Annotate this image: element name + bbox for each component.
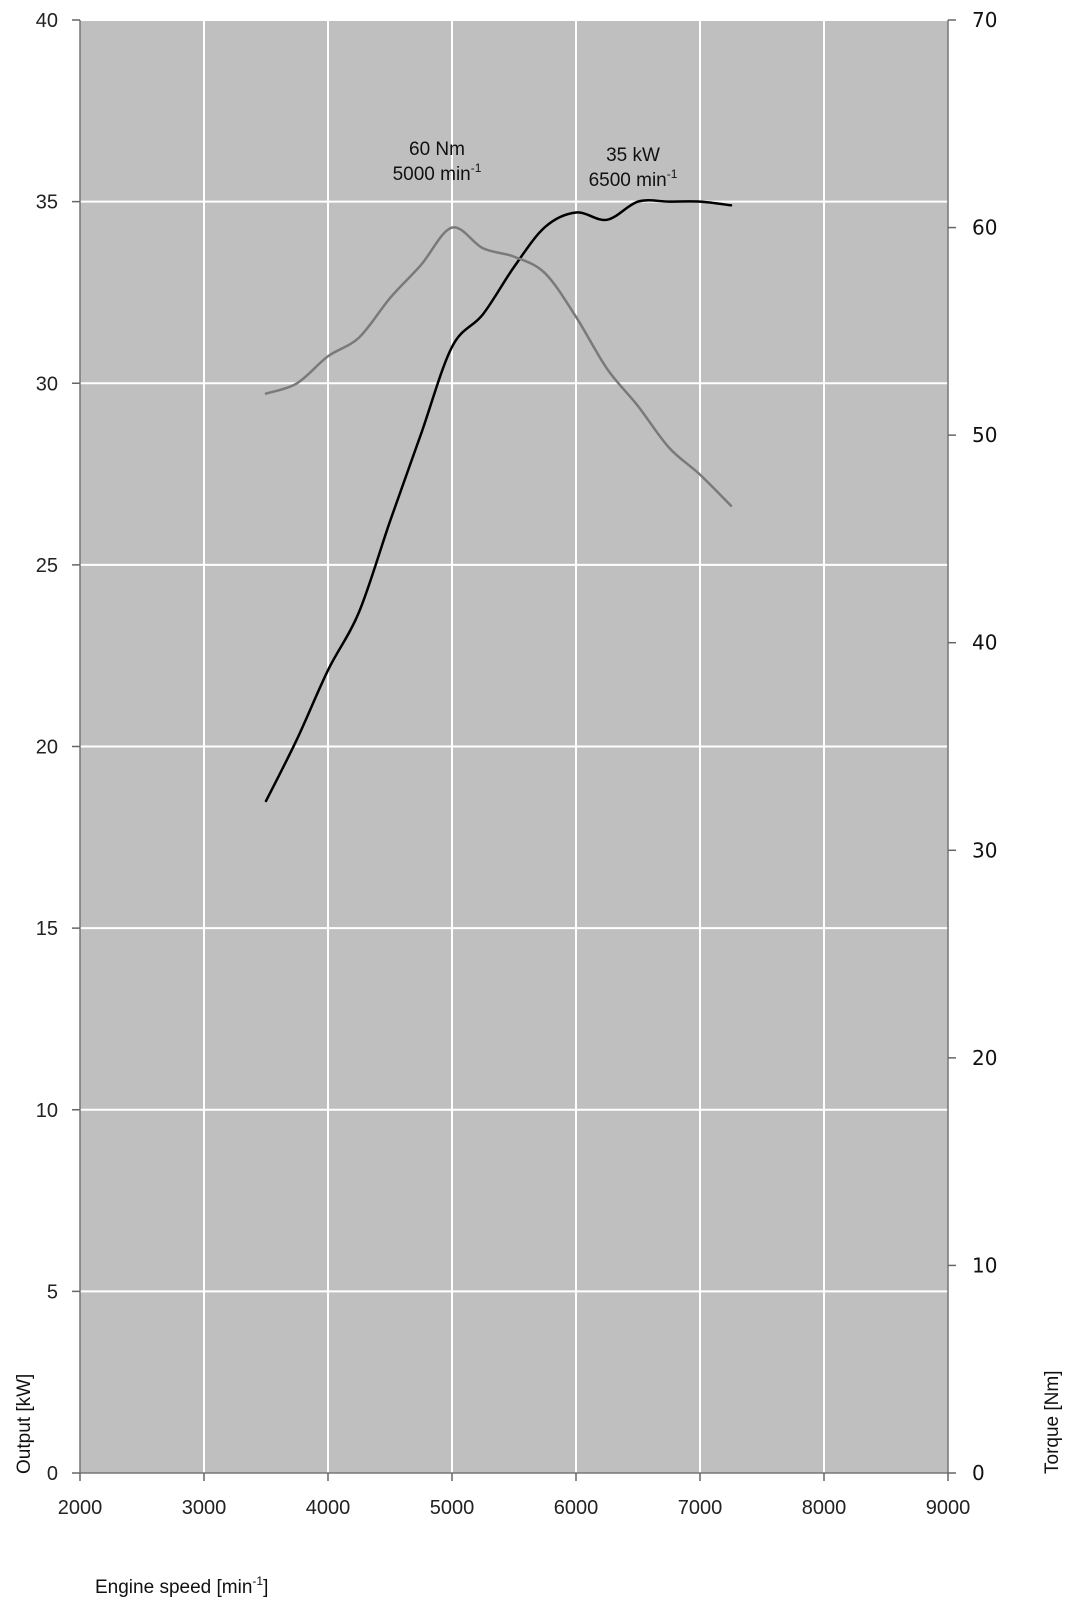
annotation-power-line2: 6500 min-1 (589, 167, 678, 191)
x-axis-label-close: ] (263, 1577, 268, 1598)
y-tick-label-right: 0 (972, 1461, 985, 1485)
annotation-torque-rpm: 5000 min (393, 164, 471, 185)
annotation-power-sup: -1 (667, 167, 678, 181)
annotation-torque-line2: 5000 min-1 (393, 161, 482, 185)
y-tick-label-right: 40 (972, 631, 997, 655)
x-tick-label: 9000 (926, 1497, 971, 1519)
y-tick-label-left: 35 (36, 192, 58, 214)
y-tick-label-right: 70 (972, 8, 997, 32)
x-tick-label: 6000 (554, 1497, 599, 1519)
x-tick-label: 3000 (182, 1497, 227, 1519)
y-tick-label-left: 30 (36, 373, 58, 395)
torque-curve (264, 226, 733, 507)
y-tick-label-left: 10 (36, 1100, 58, 1122)
x-axis-label-text: Engine speed [min (95, 1577, 252, 1598)
y-axis-right-label: Torque [Nm] (1042, 1371, 1063, 1474)
annotation-power-line1: 35 kW (606, 145, 660, 166)
x-axis-label-sup: -1 (252, 1574, 263, 1588)
output-curve (264, 199, 733, 803)
y-tick-label-left: 15 (36, 918, 58, 940)
y-tick-label-left: 40 (36, 10, 58, 32)
x-tick-label: 4000 (306, 1497, 351, 1519)
y-tick-label-left: 5 (47, 1281, 58, 1303)
x-tick-label: 2000 (58, 1497, 103, 1519)
y-tick-label-right: 60 (972, 216, 997, 240)
y-tick-label-right: 10 (972, 1253, 997, 1277)
y-tick-label-left: 20 (36, 737, 58, 759)
y-axis-left-label: Output [kW] (14, 1374, 35, 1474)
x-axis-label: Engine speed [min-1] (95, 1574, 268, 1598)
x-tick-label: 8000 (802, 1497, 847, 1519)
y-tick-label-right: 20 (972, 1046, 997, 1070)
annotation-torque-line1: 60 Nm (409, 139, 465, 160)
series-lines (264, 199, 733, 803)
y-tick-label-right: 50 (972, 423, 997, 447)
grid (80, 19, 948, 1473)
y-tick-label-left: 0 (47, 1463, 58, 1485)
y-tick-label-left: 25 (36, 555, 58, 577)
annotation-power-rpm: 6500 min (589, 170, 667, 191)
x-tick-label: 7000 (678, 1497, 723, 1519)
x-tick-label: 5000 (430, 1497, 475, 1519)
annotation-torque-sup: -1 (471, 161, 482, 175)
y-tick-label-right: 30 (972, 838, 997, 862)
axis-ticks: 0 5 10 15 20 25 30 35 40 0 10 20 30 40 50 60 70 2000 3000 4… (36, 8, 998, 1519)
